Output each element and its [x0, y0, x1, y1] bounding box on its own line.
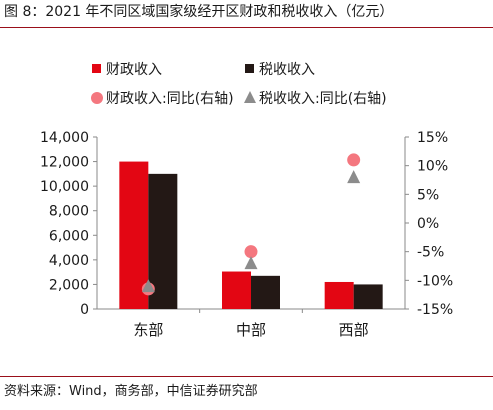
source-divider: [0, 376, 493, 377]
x-axis-category-label: 东部: [133, 321, 163, 339]
fiscal-revenue-bar: [324, 281, 354, 309]
fiscal-revenue-bar: [119, 161, 149, 309]
legend-marker-tax-yoy: [244, 91, 256, 103]
legend-label: 财政收入:同比(右轴): [106, 91, 234, 107]
right-axis-tick-label: -10%: [417, 273, 453, 289]
legend-swatch-fiscal: [92, 64, 101, 73]
title-divider: [0, 27, 493, 28]
right-axis-tick-label: 5%: [417, 187, 439, 203]
left-axis-tick-label: 6,000: [49, 228, 89, 244]
right-axis-tick-label: 10%: [417, 159, 448, 175]
tax-revenue-bar: [353, 284, 383, 309]
x-axis-category-label: 西部: [339, 321, 369, 339]
right-axis-tick-label: 15%: [417, 130, 448, 146]
legend-swatch-tax: [245, 64, 254, 73]
left-axis-tick-label: 0: [80, 302, 89, 318]
left-axis-tick-label: 8,000: [49, 204, 89, 220]
x-axis-category-label: 中部: [236, 321, 266, 339]
fiscal-revenue-bar: [222, 271, 251, 309]
legend-label: 财政收入: [106, 62, 162, 78]
legend-label: 税收收入:同比(右轴): [259, 91, 387, 107]
fiscal-yoy-point: [244, 245, 258, 259]
tax-yoy-point: [244, 256, 258, 270]
fiscal-yoy-point: [347, 153, 361, 167]
combo-chart: 0 2,000 4,000 6,000 8,000 10,000 12,000 14,000 -…: [40, 62, 453, 339]
legend-label: 税收收入: [259, 62, 315, 78]
left-axis-tick-label: 14,000: [40, 130, 89, 146]
source-note: 资料来源：Wind，商务部，中信证券研究部: [4, 384, 258, 399]
figure-title: 图 8：2021 年不同区域国家级经开区财政和税收收入（亿元）: [4, 4, 394, 20]
right-axis-tick-label: -5%: [417, 245, 444, 261]
left-axis-tick-label: 12,000: [40, 155, 89, 171]
right-axis-tick-label: 0%: [417, 216, 439, 232]
tax-yoy-point: [347, 170, 361, 184]
left-axis-tick-label: 2,000: [49, 277, 89, 293]
legend-marker-fiscal-yoy: [91, 92, 103, 104]
left-axis-tick-label: 10,000: [40, 179, 89, 195]
tax-revenue-bar: [251, 275, 280, 309]
right-axis-tick-label: -15%: [417, 302, 453, 318]
left-axis-tick-label: 4,000: [49, 253, 89, 269]
tax-yoy-point: [141, 279, 155, 293]
